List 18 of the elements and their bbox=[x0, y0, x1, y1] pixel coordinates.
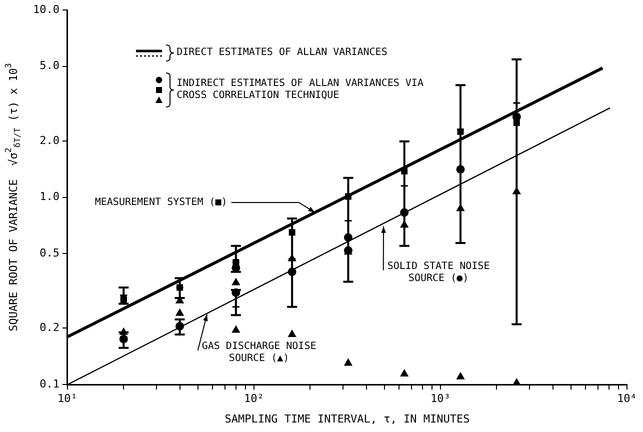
y-tick-label: 10.0 bbox=[32, 2, 60, 16]
y-tick-label: 0.1 bbox=[40, 377, 60, 390]
x-tick-label: 10² bbox=[244, 392, 264, 406]
y-tick-label: 2.0 bbox=[40, 134, 60, 147]
annotation: MEASUREMENT SYSTEM (■) bbox=[94, 197, 228, 208]
y-tick-label: 5.0 bbox=[40, 59, 60, 72]
legend-label: INDIRECT ESTIMATES OF ALLAN VARIANCES VIA CROSS CORRELATION TECHNIQUE bbox=[176, 78, 424, 102]
y-axis-title: SQUARE ROOT OF VARIANCE √σ2δT/T (τ) x 103 bbox=[3, 63, 22, 332]
x-axis-title: SAMPLING TIME INTERVAL, τ, IN MINUTES bbox=[224, 412, 470, 426]
annotation: SOLID STATE NOISE SOURCE (●) bbox=[387, 260, 490, 284]
x-tick-label: 10⁴ bbox=[617, 392, 637, 406]
annotation: GAS DISCHARGE NOISE SOURCE (▲) bbox=[202, 341, 316, 364]
legend-label: DIRECT ESTIMATES OF ALLAN VARIANCES bbox=[176, 46, 388, 59]
x-tick-label: 10³ bbox=[430, 392, 450, 406]
y-tick-label: 1.0 bbox=[40, 190, 60, 204]
y-tick-label: 0.5 bbox=[40, 246, 60, 260]
y-tick-label: 0.2 bbox=[40, 321, 60, 334]
x-tick-label: 10¹ bbox=[58, 392, 78, 406]
